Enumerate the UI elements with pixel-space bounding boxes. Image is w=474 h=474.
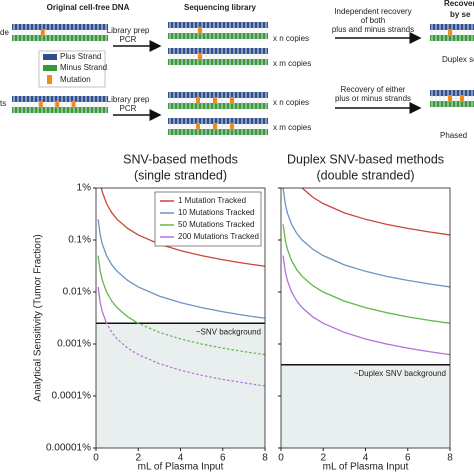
x-axis-label: mL of Plasma Input xyxy=(323,462,409,473)
plus-strand xyxy=(12,24,108,30)
mutation xyxy=(71,101,76,108)
column-title: by se xyxy=(450,10,471,19)
y-tick-label: 0.01% xyxy=(63,287,91,298)
legend-label: 200 Mutations Tracked xyxy=(178,232,259,241)
copies-label: x n copies xyxy=(273,34,309,43)
y-tick-label: 1% xyxy=(77,183,92,194)
step-label: Recovery of either xyxy=(341,85,406,94)
chart-title: Duplex SNV-based methods xyxy=(287,152,444,166)
mutation xyxy=(448,29,452,36)
mutation xyxy=(213,123,217,130)
step-label: PCR xyxy=(120,104,137,113)
x-tick-label: 4 xyxy=(363,453,369,464)
series-line xyxy=(97,255,140,324)
plus-strand xyxy=(12,96,108,102)
column-title: Sequencing library xyxy=(184,3,257,12)
legend-label: 1 Mutation Tracked xyxy=(178,196,246,205)
mutation xyxy=(230,97,234,104)
x-tick-label: 8 xyxy=(447,453,453,464)
mutation xyxy=(230,123,234,130)
legend-label: Mutation xyxy=(60,75,91,84)
step-label: Library prep xyxy=(107,26,150,35)
mutation xyxy=(460,95,464,102)
y-tick-label: 0.00001% xyxy=(46,443,91,454)
diagram: Original cell-free DNA Sequencing librar… xyxy=(0,0,474,140)
series-line-dashed xyxy=(105,323,265,387)
output-label: Phased xyxy=(440,131,467,140)
mutation xyxy=(448,95,452,102)
x-tick-label: 6 xyxy=(220,453,226,464)
y-axis-label: Analytical Sensitivity (Tumor Fraction) xyxy=(33,234,44,401)
step-label: Library prep xyxy=(107,95,150,104)
minus-strand xyxy=(12,107,108,113)
series-line xyxy=(282,255,450,356)
mutation xyxy=(198,53,202,60)
column-title: Original cell-free DNA xyxy=(47,3,130,12)
series-line xyxy=(301,188,450,236)
legend-swatch xyxy=(43,54,57,60)
background-label: ~SNV background xyxy=(196,327,261,336)
step-label: Independent recovery xyxy=(334,7,411,16)
background-region xyxy=(96,323,265,448)
background-region xyxy=(281,364,450,448)
mutation xyxy=(198,27,202,34)
chart-title: SNV-based methods xyxy=(123,152,238,166)
legend-swatch xyxy=(43,65,57,71)
series-line xyxy=(282,224,450,324)
series-line xyxy=(97,219,265,319)
legend-label: Plus Strand xyxy=(60,52,101,61)
series-line-dashed xyxy=(137,323,265,356)
copies-label: x m copies xyxy=(273,59,311,68)
x-tick-label: 0 xyxy=(93,453,99,464)
mutation xyxy=(55,101,60,108)
copies-label: x n copies xyxy=(273,98,309,107)
copies-label: x m copies xyxy=(273,123,311,132)
legend-label: 50 Mutations Tracked xyxy=(178,220,254,229)
mutation xyxy=(38,101,43,108)
legend-label: Minus Strand xyxy=(60,63,107,72)
chart-title: (single stranded) xyxy=(134,168,227,182)
output-label: Duplex se xyxy=(442,55,474,64)
step-label: plus or minus strands xyxy=(335,94,411,103)
y-tick-label: 0.001% xyxy=(57,339,91,350)
x-tick-label: 0 xyxy=(278,453,284,464)
legend-swatch xyxy=(47,75,52,84)
series-line xyxy=(100,188,265,267)
mutation xyxy=(196,97,200,104)
mutation xyxy=(213,97,217,104)
y-tick-label: 0.1% xyxy=(68,235,91,246)
x-tick-label: 6 xyxy=(405,453,411,464)
step-label: PCR xyxy=(120,35,137,44)
x-axis-label: mL of Plasma Input xyxy=(138,462,224,473)
x-tick-label: 4 xyxy=(178,453,184,464)
mutation xyxy=(40,29,45,36)
x-tick-label: 2 xyxy=(320,453,326,464)
row-label: de xyxy=(0,28,9,37)
series-line xyxy=(97,286,108,324)
x-tick-label: 2 xyxy=(135,453,141,464)
minus-strand xyxy=(12,35,108,41)
step-label: of both xyxy=(361,16,385,25)
step-label: plus and minus strands xyxy=(332,25,414,34)
series-line xyxy=(282,188,450,288)
background-label: ~Duplex SNV background xyxy=(354,369,446,378)
chart-title: (double stranded) xyxy=(317,168,415,182)
y-tick-label: 0.0001% xyxy=(52,391,92,402)
x-tick-label: 8 xyxy=(262,453,268,464)
column-title: Recovery xyxy=(444,0,474,8)
row-label: ts xyxy=(0,99,6,108)
legend-label: 10 Mutations Tracked xyxy=(178,208,254,217)
mutation xyxy=(196,123,200,130)
